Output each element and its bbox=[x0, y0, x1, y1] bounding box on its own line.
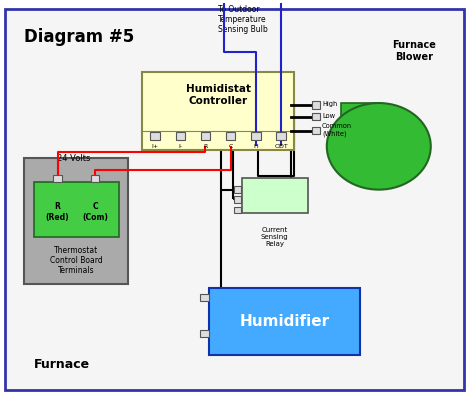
Text: Humidistat
Controller: Humidistat Controller bbox=[186, 85, 251, 106]
FancyBboxPatch shape bbox=[234, 207, 241, 213]
FancyBboxPatch shape bbox=[312, 113, 320, 120]
Text: I+: I+ bbox=[152, 144, 159, 149]
Text: High: High bbox=[322, 101, 337, 107]
Text: R: R bbox=[203, 144, 208, 149]
FancyBboxPatch shape bbox=[143, 71, 294, 150]
FancyBboxPatch shape bbox=[312, 102, 320, 109]
FancyBboxPatch shape bbox=[341, 103, 379, 158]
Text: Diagram #5: Diagram #5 bbox=[24, 28, 135, 46]
Text: C
(Com): C (Com) bbox=[82, 202, 108, 222]
Text: I-: I- bbox=[178, 144, 182, 149]
FancyBboxPatch shape bbox=[175, 132, 185, 140]
FancyBboxPatch shape bbox=[234, 186, 241, 193]
Text: R
(Red): R (Red) bbox=[46, 202, 69, 222]
Text: Low: Low bbox=[322, 113, 335, 119]
Circle shape bbox=[327, 103, 431, 190]
Text: ODT: ODT bbox=[274, 144, 288, 149]
Text: Furnace
Blower: Furnace Blower bbox=[392, 40, 436, 62]
FancyBboxPatch shape bbox=[201, 132, 210, 140]
FancyBboxPatch shape bbox=[150, 132, 160, 140]
Text: Thermostat
Control Board
Terminals: Thermostat Control Board Terminals bbox=[50, 246, 103, 275]
FancyBboxPatch shape bbox=[91, 175, 99, 182]
FancyBboxPatch shape bbox=[54, 175, 62, 182]
Text: Common
(White): Common (White) bbox=[322, 123, 352, 137]
FancyBboxPatch shape bbox=[5, 9, 464, 390]
FancyBboxPatch shape bbox=[276, 132, 286, 140]
Text: Humidifier: Humidifier bbox=[239, 314, 329, 329]
FancyBboxPatch shape bbox=[209, 288, 360, 355]
Text: C: C bbox=[228, 144, 233, 149]
FancyBboxPatch shape bbox=[24, 158, 128, 284]
Text: H: H bbox=[254, 144, 258, 149]
FancyBboxPatch shape bbox=[34, 182, 119, 237]
FancyBboxPatch shape bbox=[200, 294, 209, 301]
FancyBboxPatch shape bbox=[200, 330, 209, 337]
Text: Furnace: Furnace bbox=[34, 358, 90, 371]
FancyBboxPatch shape bbox=[242, 178, 308, 213]
FancyBboxPatch shape bbox=[312, 127, 320, 134]
Text: Current
Sensing
Relay: Current Sensing Relay bbox=[261, 227, 289, 247]
Text: To Outdoor
Temperature
Sensing Bulb: To Outdoor Temperature Sensing Bulb bbox=[218, 5, 268, 34]
Text: 24 Volts: 24 Volts bbox=[57, 154, 91, 163]
FancyBboxPatch shape bbox=[234, 196, 241, 203]
FancyBboxPatch shape bbox=[226, 132, 236, 140]
FancyBboxPatch shape bbox=[251, 132, 261, 140]
